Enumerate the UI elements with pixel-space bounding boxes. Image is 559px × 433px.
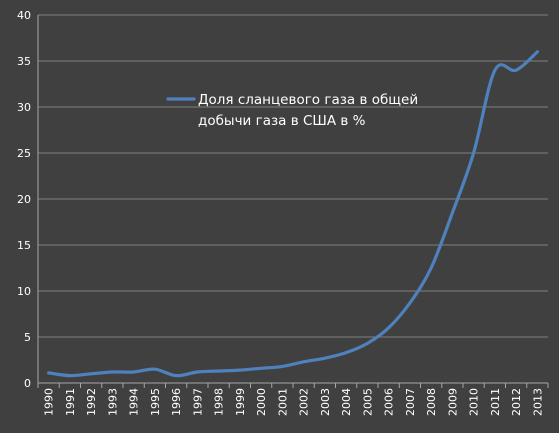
- x-tick-label: 2013: [531, 388, 544, 416]
- x-tick-label: 2002: [298, 388, 311, 416]
- x-tick-label: 2008: [425, 388, 438, 416]
- legend-label: Доля сланцевого газа в общей: [198, 92, 418, 108]
- y-tick-label: 20: [17, 193, 31, 206]
- x-tick-label: 1993: [106, 388, 119, 416]
- x-tick-label: 1996: [170, 388, 183, 416]
- y-tick-label: 35: [17, 55, 31, 68]
- x-tick-label: 2003: [319, 388, 332, 416]
- x-tick-label: 2010: [468, 388, 481, 416]
- x-tick-label: 1990: [43, 388, 56, 416]
- x-tick-label: 2000: [255, 388, 268, 416]
- x-tick-label: 1995: [149, 388, 162, 416]
- x-tick-label: 2012: [510, 388, 523, 416]
- x-tick-label: 1992: [85, 388, 98, 416]
- legend-label: добычи газа в США в %: [198, 113, 366, 129]
- legend: Доля сланцевого газа в общей добычи газа …: [166, 92, 418, 129]
- y-tick-label: 15: [17, 239, 31, 252]
- x-tick-label: 2011: [489, 388, 502, 416]
- x-axis-tick-labels: 1990 1991 1992 1993 1994 1995 1996 1997 1998 1999…: [43, 388, 545, 416]
- x-tick-label: 2007: [404, 388, 417, 416]
- y-tick-label: 25: [17, 147, 31, 160]
- y-tick-label: 10: [17, 285, 31, 298]
- gridlines: [38, 14, 548, 338]
- x-tick-label: 1999: [234, 388, 247, 416]
- y-tick-label: 40: [17, 9, 31, 22]
- axes: [37, 15, 549, 388]
- y-tick-label: 5: [24, 331, 31, 344]
- x-tick-label: 1997: [191, 388, 204, 416]
- series-line: [47, 50, 539, 378]
- x-tick-label: 1998: [213, 388, 226, 416]
- y-tick-label: 30: [17, 101, 31, 114]
- x-tick-label: 2001: [276, 388, 289, 416]
- series-lines: [47, 50, 539, 378]
- y-axis-tick-labels: 0 5 10 15 20 25 30 35 40: [17, 9, 31, 390]
- x-tick-label: 2006: [383, 388, 396, 416]
- x-tick-label: 2009: [446, 388, 459, 416]
- x-tick-label: 1994: [128, 388, 141, 416]
- x-tick-label: 2004: [340, 388, 353, 416]
- x-tick-label: 1991: [64, 388, 77, 416]
- x-tick-label: 2005: [361, 388, 374, 416]
- y-tick-label: 0: [24, 377, 31, 390]
